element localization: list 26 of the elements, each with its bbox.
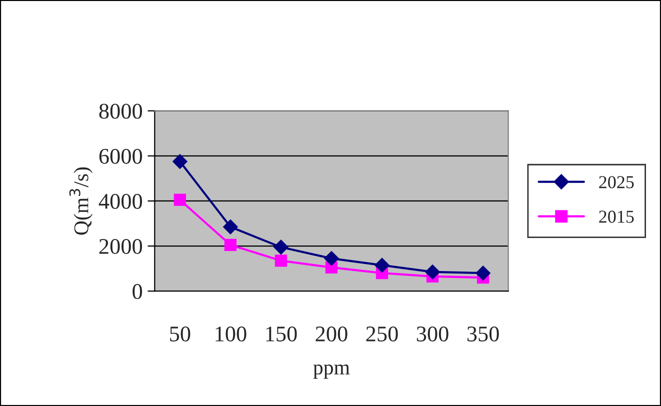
point [476,266,490,280]
point [224,238,237,251]
x-tick-label: 50 [170,326,190,342]
x-axis-title: ppm [313,364,350,379]
legend-label: 2025 [599,176,634,188]
point [425,264,440,280]
x-tick-label: 100 [216,326,246,342]
point [172,154,188,169]
point [324,251,339,266]
point [274,240,288,255]
y-tick-label: 0 [132,284,142,300]
y-tick-label: 6000 [99,148,142,164]
y-tick-label: 8000 [99,104,142,119]
point [274,254,288,267]
point [223,219,238,234]
point [174,194,186,206]
y-axis-title: Q(m$^{3}$/s) [69,167,93,235]
x-tick-label: 200 [316,326,348,342]
y-tick-label: 4000 [98,194,142,209]
x-tick-label: 150 [266,326,297,342]
legend-label: 2015 [599,210,634,223]
y-tick-label: 2000 [99,238,142,254]
x-tick-label: 250 [366,326,398,342]
point [374,258,390,273]
x-tick-label: 350 [467,326,499,342]
x-tick-label: 300 [416,326,448,342]
